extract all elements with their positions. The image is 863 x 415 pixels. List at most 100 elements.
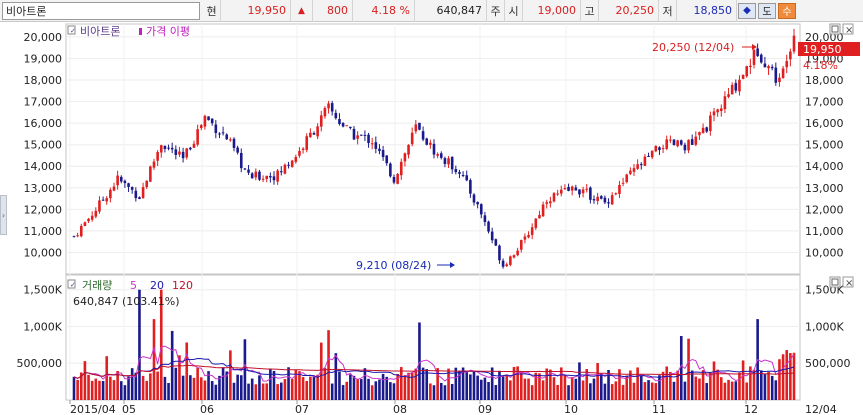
volume-bar [305,380,309,400]
candle-body [701,127,705,134]
candle-body [698,132,701,136]
volume-bar [527,378,530,400]
volume-bar [385,376,389,400]
volume-bar [109,376,112,400]
volume-bar [479,379,483,400]
grid-lines [66,24,800,400]
candle-body [429,142,432,145]
stock-name-text: 비아트론 [6,4,47,18]
volume-panel-restore-button[interactable] [829,276,841,288]
volume-bar [378,379,381,400]
candle-body [589,187,592,200]
candle-body [516,250,519,256]
volume-bar [501,375,505,400]
volume-bar [781,354,785,400]
candle-body [283,164,287,174]
volume-bar [647,380,650,400]
volume-bar [261,383,265,400]
volume-y-tick: 1,000K [23,320,62,333]
x-axis-label: 07 [295,403,309,415]
candle-body [483,215,487,222]
stock-name-input[interactable]: 비아트론 [2,1,200,20]
candle-body [145,180,149,188]
volume-bar [119,381,123,400]
candle-body [530,227,534,235]
high-arrow-icon [752,44,757,50]
volume-bar [123,385,127,400]
volume-bar [636,367,639,400]
buy-button[interactable]: 도 [758,2,776,19]
volume-legend-check-icon: ✓ [70,281,76,289]
candle-body [127,183,130,187]
x-axis-label: 10 [564,403,578,415]
candle-body [385,155,389,164]
volume-bar [629,370,632,400]
candle-body [210,118,214,124]
candle-body [396,173,399,184]
candle-body [538,215,541,219]
volume-bar [599,374,603,400]
volume-bar [490,367,494,400]
volume-bar [290,379,294,400]
volume-bar [323,367,327,400]
candle-body [207,116,210,121]
volume-bar [701,370,705,400]
candle-body [621,182,625,184]
legend-checkbox[interactable] [67,25,76,35]
price-panel-close-button[interactable] [842,23,854,35]
price-y-tick-right: 11,000 [805,225,844,238]
low-annotation: 9,210 (08/24) [356,259,431,272]
volume-panel-close-button[interactable] [842,276,854,288]
volume-bar [203,380,207,400]
candle-body [294,156,298,162]
candle-body [614,193,618,195]
volume-bar [578,362,581,400]
candle-body [98,200,101,212]
up-arrow-icon: ▲ [291,0,313,22]
volume-bar [632,382,636,400]
volume-panel-controls: × [829,276,854,289]
candle-body [83,222,87,227]
volume-bar [403,375,407,400]
volume-y-tick-right: 1,000K [805,320,844,333]
candle-body [425,138,429,145]
volume-bar [472,371,476,400]
candle-body [152,161,156,168]
candle-body [658,147,661,151]
volume-bar [367,378,370,400]
candle-body [101,199,105,201]
candle-body [647,155,650,157]
legend-name: 비아트론 [80,25,120,38]
current-price: 19,950 [221,0,291,22]
candle-body [716,109,719,113]
diamond-icon[interactable]: ◆ [738,2,756,19]
volume-legend-checkbox[interactable] [67,279,76,289]
volume-bar [338,371,341,400]
sell-button[interactable]: 수 [778,2,796,19]
price-candles [72,28,796,269]
x-axis-label: 08 [393,403,407,415]
volume-bar [712,361,716,400]
volume-bar [116,371,119,400]
candle-body [334,112,338,119]
candle-body [123,180,127,184]
volume-bar [316,374,319,400]
candle-body [149,166,152,182]
candle-body [112,186,116,191]
candle-body [163,145,167,149]
candle-body [683,144,687,151]
side-panel-toggle[interactable]: › [0,195,7,235]
volume-bar [698,378,701,400]
volume-bar [185,342,189,400]
low-label: 저 [659,0,677,22]
candle-body [130,187,134,190]
candle-body [407,144,410,155]
volume-bar [541,380,545,400]
volume-bar [450,383,454,400]
candle-body [138,197,141,199]
volume-bar [392,383,396,400]
price-panel-restore-button[interactable] [829,23,841,35]
candle-body [629,170,632,174]
